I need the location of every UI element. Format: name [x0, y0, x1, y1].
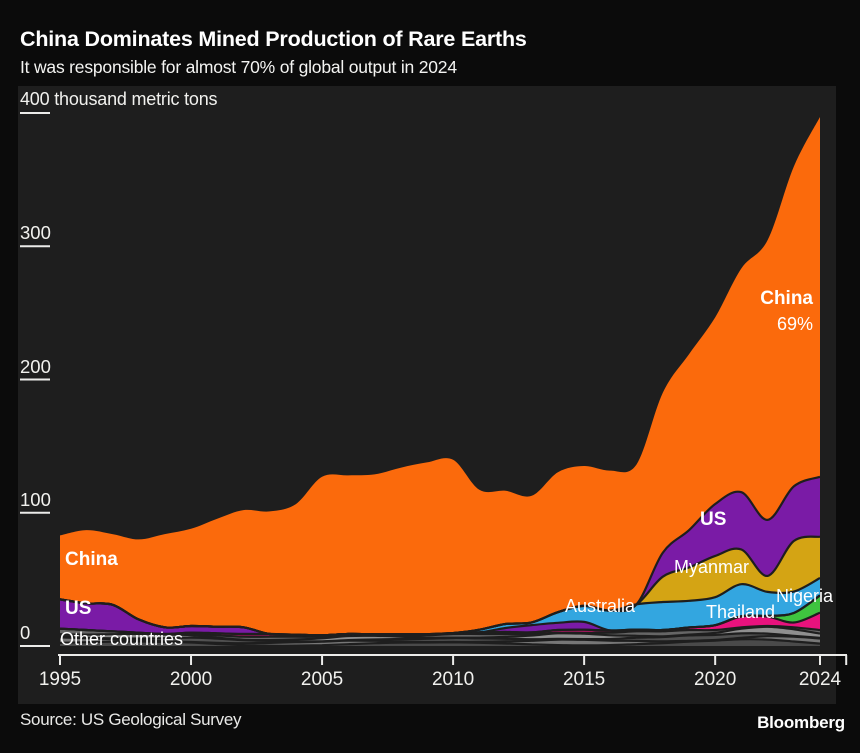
- x-tick-label: 2015: [562, 669, 606, 690]
- series-label-australia: Australia: [565, 596, 636, 616]
- x-tick-label: 1995: [38, 669, 82, 690]
- series-label-us: US: [65, 598, 92, 619]
- series-label-other-countries: Other countries: [60, 629, 184, 649]
- y-tick-label: 300: [20, 222, 51, 244]
- series-label-nigeria: Nigeria: [776, 586, 834, 606]
- y-tick-label: 0: [20, 622, 31, 643]
- x-tick-label: 2000: [169, 669, 213, 690]
- x-tick-label: 2005: [300, 669, 344, 690]
- annotation-share: 69%: [776, 314, 813, 334]
- page-subtitle: It was responsible for almost 70% of glo…: [20, 57, 457, 77]
- series-label-thailand: Thailand: [706, 602, 776, 622]
- source-label: Source: US Geological Survey: [20, 710, 242, 729]
- y-axis-unit-label: 400 thousand metric tons: [20, 89, 218, 109]
- x-tick-label: 2010: [431, 669, 475, 690]
- china-share-annotation: China 69%: [760, 288, 813, 335]
- y-tick-label: 100: [20, 488, 51, 510]
- y-tick-label: 200: [20, 355, 51, 377]
- bloomberg-logo: Bloomberg: [757, 713, 845, 732]
- series-label-china: China: [65, 549, 118, 570]
- x-tick-label: 2024: [798, 669, 842, 690]
- annotation-country: China: [760, 288, 813, 309]
- series-label-myanmar: Myanmar: [674, 557, 750, 577]
- series-label-us: US: [700, 509, 727, 530]
- x-tick-label: 2020: [694, 669, 737, 690]
- page-title: China Dominates Mined Production of Rare…: [20, 27, 527, 51]
